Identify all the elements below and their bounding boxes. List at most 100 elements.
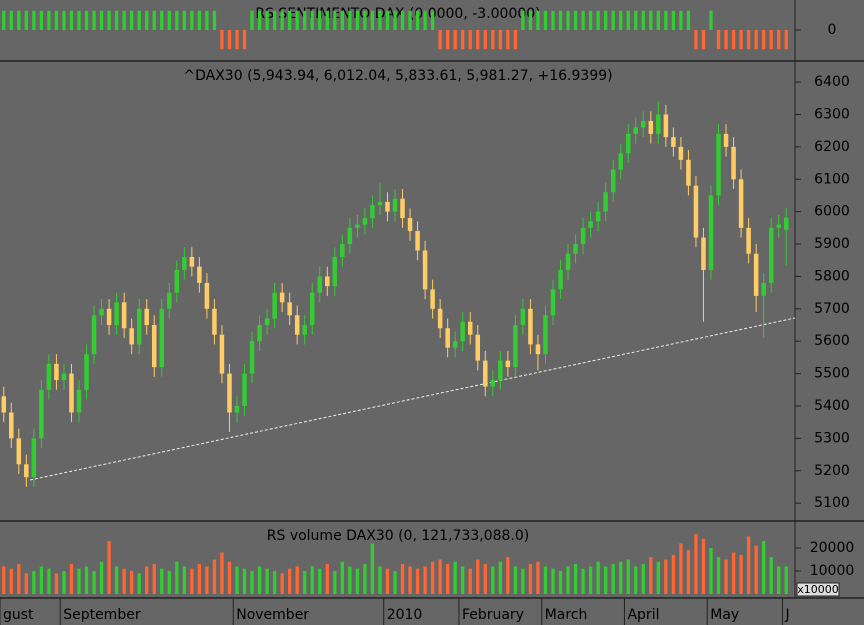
bar bbox=[107, 10, 111, 31]
candle-body bbox=[121, 302, 127, 329]
x-tick-label: November bbox=[236, 607, 309, 623]
y-tick-label: 6400 bbox=[814, 74, 850, 90]
bar bbox=[152, 564, 156, 594]
candle-body bbox=[641, 120, 646, 128]
bar bbox=[145, 566, 149, 594]
y-tick-label: 6200 bbox=[814, 139, 850, 155]
bar bbox=[415, 568, 420, 594]
candle-body bbox=[738, 179, 744, 228]
candle-body bbox=[227, 373, 232, 413]
bar bbox=[400, 564, 405, 594]
bar bbox=[355, 568, 360, 594]
candle-body bbox=[61, 373, 67, 381]
candle-body bbox=[182, 256, 187, 270]
bar bbox=[257, 10, 262, 31]
candle-body bbox=[242, 373, 247, 406]
bar bbox=[310, 10, 314, 31]
bar bbox=[468, 30, 472, 50]
bar bbox=[190, 10, 194, 31]
bar bbox=[588, 566, 593, 594]
bar bbox=[415, 10, 420, 31]
bar bbox=[175, 561, 179, 594]
bar bbox=[393, 570, 397, 594]
y-tick-label: 10000 bbox=[810, 563, 855, 579]
candle-body bbox=[445, 328, 450, 348]
bar bbox=[438, 559, 442, 594]
bar bbox=[393, 10, 397, 31]
bar bbox=[566, 10, 570, 31]
candle-body bbox=[415, 231, 420, 251]
bar bbox=[453, 561, 457, 594]
bar bbox=[62, 10, 66, 31]
bar bbox=[679, 543, 683, 594]
bar bbox=[257, 566, 262, 594]
candle-body bbox=[69, 373, 74, 413]
bar bbox=[227, 30, 232, 50]
candle-body bbox=[565, 253, 571, 270]
candle-body bbox=[422, 250, 428, 290]
candle-body bbox=[460, 321, 465, 342]
bar bbox=[272, 10, 277, 31]
bar bbox=[220, 30, 224, 50]
bar bbox=[694, 534, 698, 594]
bar bbox=[731, 30, 736, 50]
bar bbox=[709, 10, 713, 31]
bar bbox=[363, 564, 367, 594]
bar bbox=[671, 10, 676, 31]
bar bbox=[581, 568, 585, 594]
bar bbox=[762, 30, 766, 50]
bar bbox=[446, 564, 450, 594]
bar bbox=[280, 10, 284, 31]
bar bbox=[340, 561, 344, 594]
bar bbox=[498, 30, 502, 50]
bar bbox=[408, 566, 412, 594]
bar bbox=[671, 554, 676, 594]
bar bbox=[649, 10, 653, 31]
candle-body bbox=[249, 341, 255, 374]
bar bbox=[641, 10, 645, 31]
bar bbox=[566, 566, 570, 594]
candle-body bbox=[580, 227, 586, 245]
bar bbox=[295, 566, 299, 594]
bar bbox=[619, 10, 623, 31]
candle-body bbox=[204, 282, 210, 309]
candle-body bbox=[370, 205, 375, 219]
bar bbox=[701, 538, 706, 594]
candle-body bbox=[475, 334, 481, 361]
candle-body bbox=[264, 318, 270, 326]
bar bbox=[551, 568, 555, 594]
bar bbox=[528, 10, 533, 31]
bar bbox=[611, 564, 615, 594]
y-tick-label: 6300 bbox=[814, 106, 850, 122]
bar bbox=[288, 568, 292, 594]
bar bbox=[265, 10, 269, 31]
y-tick-label: 6100 bbox=[814, 171, 850, 187]
candle-body bbox=[54, 363, 59, 381]
bar bbox=[476, 30, 480, 50]
bar bbox=[468, 568, 472, 594]
bar bbox=[634, 566, 638, 594]
bar bbox=[664, 10, 668, 31]
candle-body bbox=[287, 302, 292, 316]
bar bbox=[596, 10, 600, 31]
bar bbox=[175, 10, 179, 31]
bar bbox=[114, 10, 119, 31]
bar bbox=[634, 10, 638, 31]
unit-box bbox=[796, 582, 840, 597]
bar bbox=[54, 573, 59, 594]
candle-body bbox=[452, 341, 458, 348]
bar bbox=[77, 568, 81, 594]
bar bbox=[99, 561, 104, 594]
bar bbox=[69, 10, 74, 31]
bar bbox=[543, 10, 548, 31]
candle-body bbox=[783, 217, 789, 230]
y-tick-label: 5400 bbox=[814, 398, 850, 414]
bar bbox=[596, 561, 600, 594]
bar bbox=[385, 10, 390, 31]
bar bbox=[453, 30, 457, 50]
bar bbox=[205, 566, 209, 594]
candle-body bbox=[129, 328, 134, 345]
y-tick-label: 5200 bbox=[814, 463, 850, 479]
